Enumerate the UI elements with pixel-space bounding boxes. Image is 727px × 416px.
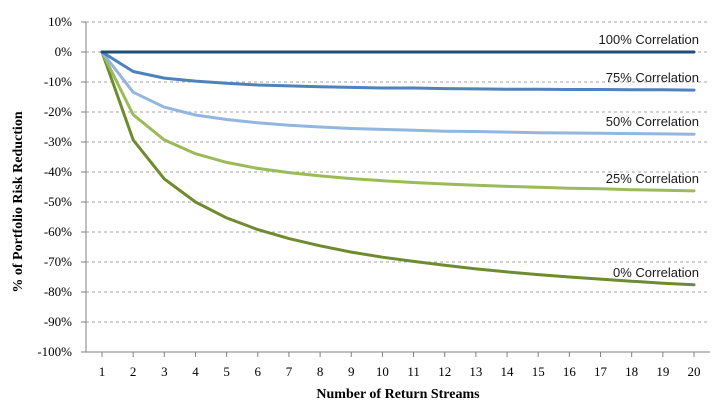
x-tick-label: 19 — [656, 364, 669, 379]
x-tick-label: 6 — [255, 364, 262, 379]
y-axis-tick-labels: 10% 0% -10% -20% -30% -40% -50% -60% -70% -80% -90… — [37, 14, 72, 359]
y-axis-title: % of Portfolio Risk Reduction — [11, 111, 26, 292]
x-tick-label: 7 — [286, 364, 293, 379]
y-tick-label: -60% — [44, 224, 72, 239]
y-tick-label: -80% — [44, 284, 72, 299]
series-line — [100, 50, 696, 136]
x-tick-label: 11 — [407, 364, 420, 379]
series-label: 0% Correlation — [613, 265, 699, 280]
x-axis-title: Number of Return Streams — [316, 387, 480, 402]
series-line — [100, 50, 696, 193]
x-tick-label: 10 — [376, 364, 389, 379]
x-tick-label: 14 — [501, 364, 515, 379]
y-tick-label: -90% — [44, 314, 72, 329]
x-tick-label: 17 — [594, 364, 608, 379]
y-tick-label: -70% — [44, 254, 72, 269]
x-tick-label: 18 — [625, 364, 638, 379]
series-lines — [100, 50, 696, 287]
y-tick-label: 0% — [55, 44, 73, 59]
axes — [81, 21, 710, 357]
x-tick-label: 2 — [130, 364, 137, 379]
y-tick-label: -40% — [44, 164, 72, 179]
y-tick-label: -30% — [44, 134, 72, 149]
series-label: 25% Correlation — [606, 171, 699, 186]
series-line — [100, 50, 696, 92]
x-tick-label: 13 — [469, 364, 482, 379]
series-labels: 100% Correlation 75% Correlation 50% Corre… — [599, 32, 699, 280]
x-tick-label: 4 — [192, 364, 199, 379]
x-tick-label: 16 — [563, 364, 577, 379]
series-label: 50% Correlation — [606, 114, 699, 129]
x-tick-label: 20 — [688, 364, 701, 379]
x-tick-label: 5 — [223, 364, 230, 379]
y-tick-label: -10% — [44, 74, 72, 89]
x-tick-label: 15 — [532, 364, 545, 379]
y-tick-label: 10% — [48, 14, 72, 29]
y-tick-label: -100% — [37, 344, 72, 359]
y-tick-label: -50% — [44, 194, 72, 209]
x-tick-label: 12 — [438, 364, 451, 379]
x-tick-label: 8 — [317, 364, 324, 379]
y-tick-label: -20% — [44, 104, 72, 119]
series-line — [100, 50, 696, 287]
x-tick-label: 3 — [161, 364, 168, 379]
x-tick-label: 9 — [348, 364, 355, 379]
series-label: 100% Correlation — [599, 32, 699, 47]
series-label: 75% Correlation — [606, 70, 699, 85]
x-tick-label: 1 — [99, 364, 106, 379]
x-axis-tick-labels: 1 2 3 4 5 6 7 8 9 10 11 12 13 14 15 16 17 18 19 20 — [99, 364, 701, 379]
